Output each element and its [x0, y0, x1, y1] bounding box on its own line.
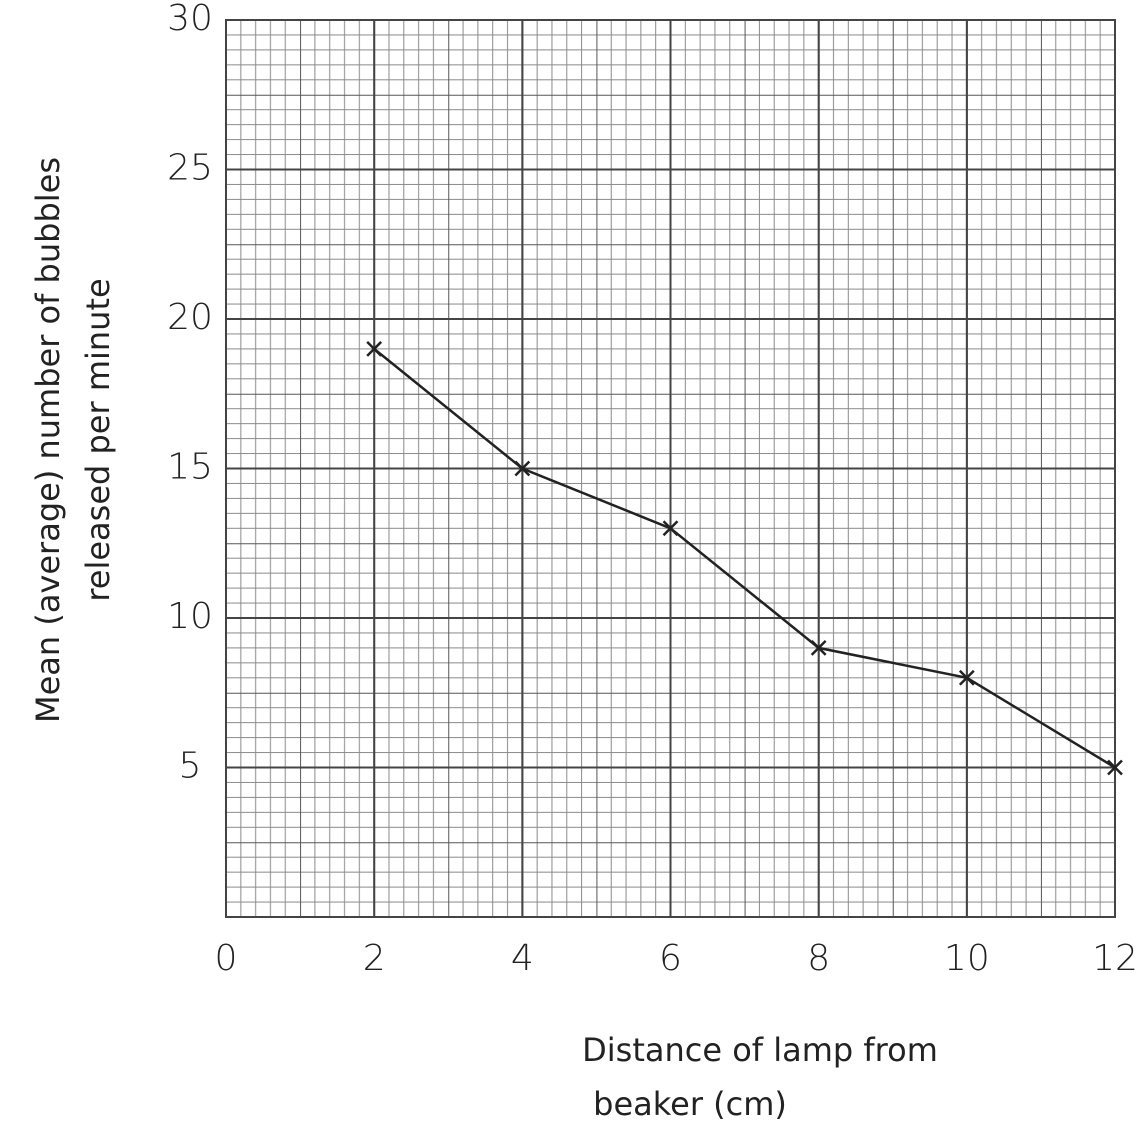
x-tick-label: 6	[659, 938, 682, 979]
x-tick-label: 10	[944, 938, 990, 979]
data-point	[810, 640, 827, 656]
y-tick-label: 15	[167, 447, 213, 488]
y-tick-label: 5	[179, 746, 202, 787]
y-axis-label: Mean (average) number of bubbles	[29, 157, 67, 723]
x-axis-label: Distance of lamp from	[582, 1031, 938, 1069]
x-tick-label: 12	[1092, 938, 1138, 979]
y-tick-label: 20	[167, 297, 213, 338]
x-tick-label: 2	[363, 938, 386, 979]
x-tick-label: 0	[215, 938, 238, 979]
x-tick-label: 4	[511, 938, 534, 979]
x-tick-label: 8	[807, 938, 830, 979]
data-line	[373, 347, 1116, 769]
data-point	[1107, 759, 1123, 776]
data-point	[514, 460, 531, 477]
data-point	[662, 520, 679, 537]
data-point	[366, 341, 383, 357]
y-tick-label: 25	[167, 148, 213, 189]
y-tick-label: 10	[167, 596, 213, 637]
x-axis-label: beaker (cm)	[593, 1085, 787, 1123]
data-point	[958, 669, 975, 686]
y-tick-label: 30	[167, 0, 213, 39]
y-axis-label: released per minute	[79, 278, 117, 601]
